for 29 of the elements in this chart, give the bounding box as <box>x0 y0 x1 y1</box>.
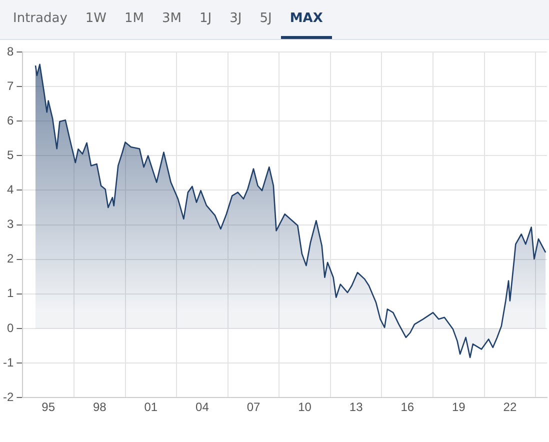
y-tick-label: 1 <box>6 286 14 300</box>
text: Intraday <box>12 11 68 28</box>
text: 3M <box>161 11 183 28</box>
y-tick-label: 3 <box>6 217 14 232</box>
y-tick-label: 0 <box>6 320 14 335</box>
text: 1M <box>124 11 146 28</box>
x-tick-label: 19 <box>452 400 466 414</box>
x-tick-label: 10 <box>298 400 312 414</box>
text: 5J <box>258 11 273 28</box>
x-tick-label: 13 <box>349 400 364 414</box>
x-tick-label: 16 <box>400 400 414 414</box>
text: 3J <box>228 11 243 28</box>
y-tick-label: 4 <box>6 182 14 197</box>
y-tick-label: 2 <box>6 252 14 266</box>
x-tick-label: 22 <box>503 400 517 414</box>
text: 1J <box>198 11 213 28</box>
x-tick-label: 95 <box>42 400 56 414</box>
text: 1W <box>84 11 108 28</box>
text: MAX <box>280 11 332 39</box>
x-tick-label: 04 <box>196 400 210 414</box>
x-tick-label: 01 <box>144 400 158 414</box>
y-tick-label: -1 <box>3 355 14 370</box>
y-tick-label: 8 <box>6 44 14 58</box>
y-tick-label: 7 <box>6 78 14 93</box>
x-tick-label: 07 <box>246 400 260 414</box>
x-tick-label: 98 <box>92 400 107 414</box>
y-tick-label: 5 <box>6 148 14 162</box>
y-tick-label: -2 <box>3 390 14 404</box>
y-tick-label: 6 <box>6 113 14 128</box>
